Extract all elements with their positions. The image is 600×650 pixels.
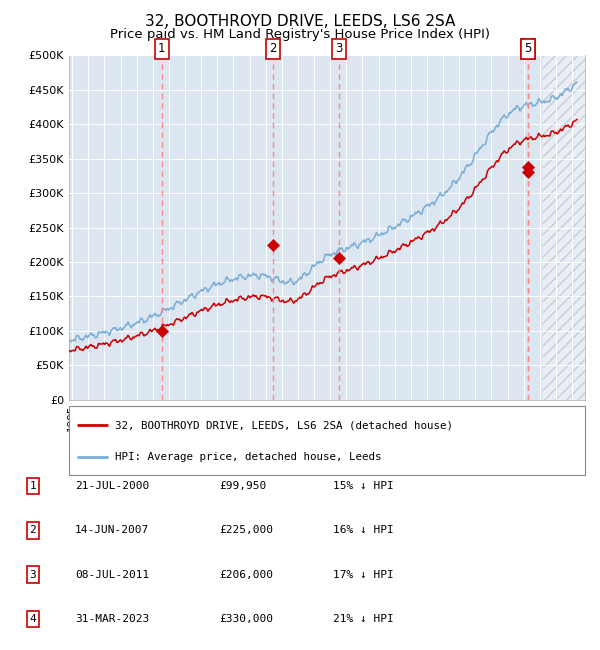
Text: 21% ↓ HPI: 21% ↓ HPI	[333, 614, 394, 624]
Text: £206,000: £206,000	[219, 569, 273, 580]
Text: 32, BOOTHROYD DRIVE, LEEDS, LS6 2SA (detached house): 32, BOOTHROYD DRIVE, LEEDS, LS6 2SA (det…	[115, 421, 454, 430]
Text: £225,000: £225,000	[219, 525, 273, 536]
Bar	[542, 55, 585, 400]
Text: 1: 1	[158, 42, 166, 55]
Text: 17% ↓ HPI: 17% ↓ HPI	[333, 569, 394, 580]
Text: 4: 4	[524, 42, 532, 55]
Text: HPI: Average price, detached house, Leeds: HPI: Average price, detached house, Leed…	[115, 452, 382, 462]
Text: Price paid vs. HM Land Registry's House Price Index (HPI): Price paid vs. HM Land Registry's House …	[110, 28, 490, 41]
Text: 4: 4	[29, 614, 37, 624]
FancyBboxPatch shape	[69, 406, 585, 474]
Text: 1: 1	[29, 481, 37, 491]
Text: 2: 2	[269, 42, 277, 55]
Text: 15% ↓ HPI: 15% ↓ HPI	[333, 481, 394, 491]
Text: £99,950: £99,950	[219, 481, 266, 491]
Text: 5: 5	[524, 42, 532, 55]
Text: 14-JUN-2007: 14-JUN-2007	[75, 525, 149, 536]
Text: £330,000: £330,000	[219, 614, 273, 624]
Text: 2: 2	[29, 525, 37, 536]
Text: 3: 3	[29, 569, 37, 580]
Text: 08-JUL-2011: 08-JUL-2011	[75, 569, 149, 580]
Text: 3: 3	[335, 42, 342, 55]
Text: 31-MAR-2023: 31-MAR-2023	[75, 614, 149, 624]
Text: 21-JUL-2000: 21-JUL-2000	[75, 481, 149, 491]
Text: 32, BOOTHROYD DRIVE, LEEDS, LS6 2SA: 32, BOOTHROYD DRIVE, LEEDS, LS6 2SA	[145, 14, 455, 29]
Bar	[542, 55, 585, 400]
Text: 16% ↓ HPI: 16% ↓ HPI	[333, 525, 394, 536]
